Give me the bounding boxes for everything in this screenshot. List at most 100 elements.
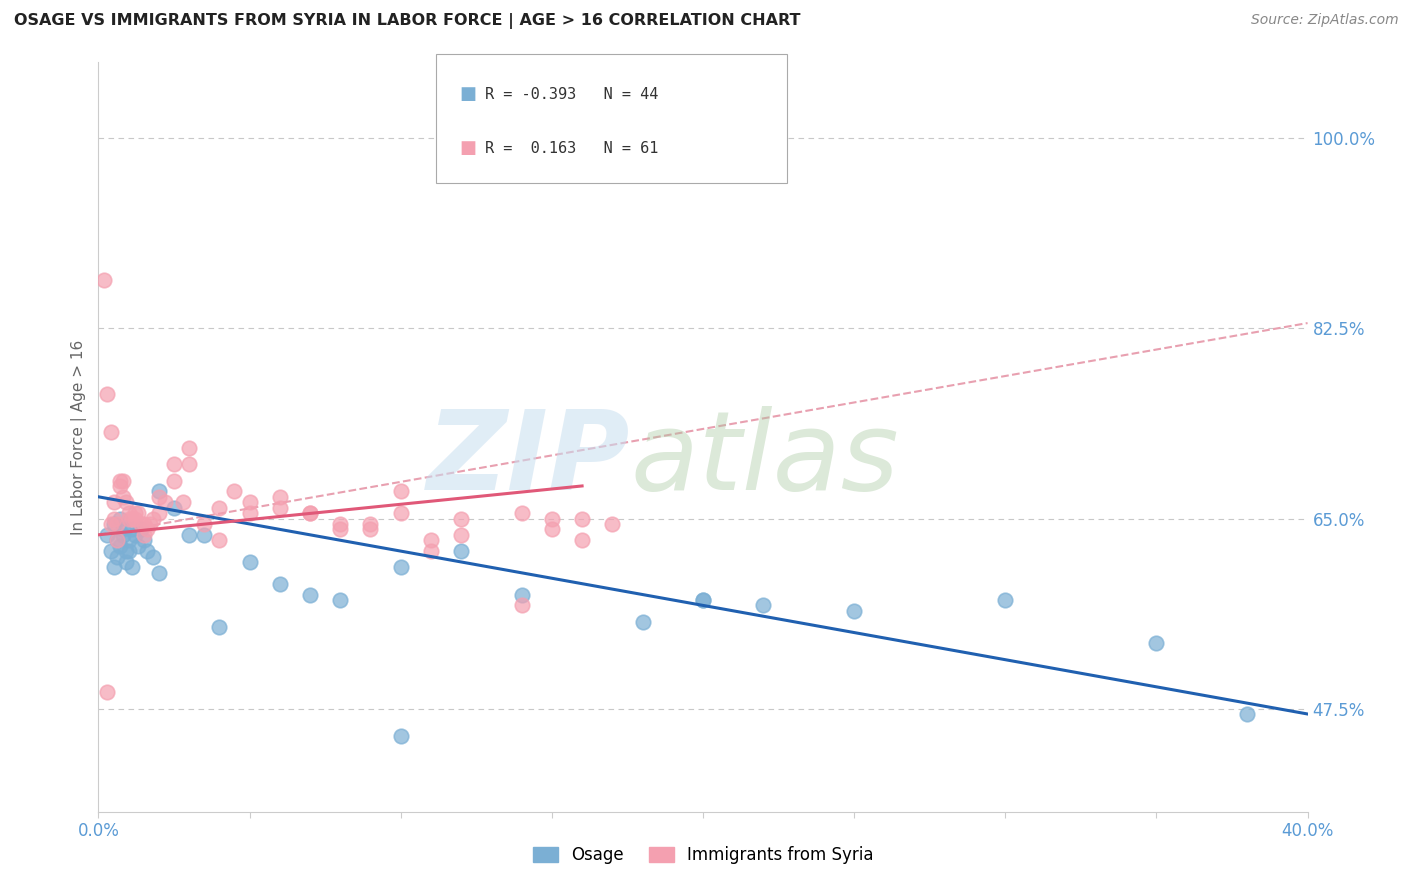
Point: [179, 441, 201, 455]
Point: [239, 506, 262, 520]
Point: [510, 599, 533, 613]
Point: [121, 560, 143, 574]
Point: [571, 533, 593, 548]
Point: [994, 593, 1017, 607]
Point: [631, 615, 654, 629]
Text: ■: ■: [460, 139, 477, 157]
Point: [360, 516, 382, 531]
Point: [111, 490, 134, 504]
Point: [163, 457, 186, 471]
Point: [269, 500, 291, 515]
Point: [208, 533, 231, 548]
Point: [103, 516, 125, 531]
Point: [420, 533, 443, 548]
Text: R = -0.393   N = 44: R = -0.393 N = 44: [485, 87, 658, 102]
Point: [114, 495, 136, 509]
Point: [96, 386, 118, 401]
Point: [510, 588, 533, 602]
Point: [129, 516, 152, 531]
Point: [96, 528, 118, 542]
Point: [93, 272, 115, 286]
Text: R =  0.163   N = 61: R = 0.163 N = 61: [485, 141, 658, 156]
Point: [389, 506, 412, 520]
Point: [148, 506, 170, 520]
Point: [692, 593, 714, 607]
Point: [153, 495, 176, 509]
Point: [1146, 636, 1168, 650]
Point: [139, 516, 162, 531]
Point: [100, 516, 122, 531]
Point: [239, 495, 262, 509]
Point: [129, 522, 152, 536]
Point: [111, 528, 134, 542]
Point: [329, 516, 352, 531]
Point: [208, 500, 231, 515]
Text: OSAGE VS IMMIGRANTS FROM SYRIA IN LABOR FORCE | AGE > 16 CORRELATION CHART: OSAGE VS IMMIGRANTS FROM SYRIA IN LABOR …: [14, 13, 800, 29]
Point: [118, 533, 141, 548]
Point: [127, 506, 149, 520]
Point: [193, 516, 215, 531]
Text: ■: ■: [460, 85, 477, 103]
Point: [103, 560, 125, 574]
Text: Source: ZipAtlas.com: Source: ZipAtlas.com: [1251, 13, 1399, 28]
Text: ZIP: ZIP: [427, 406, 630, 513]
Point: [96, 685, 118, 699]
Point: [114, 544, 136, 558]
Legend: Osage, Immigrants from Syria: Osage, Immigrants from Syria: [526, 839, 880, 871]
Point: [1236, 706, 1258, 721]
Point: [163, 500, 186, 515]
Point: [135, 522, 157, 536]
Point: [103, 495, 125, 509]
Point: [224, 484, 246, 499]
Point: [239, 555, 262, 569]
Point: [193, 528, 215, 542]
Point: [540, 522, 562, 536]
Point: [571, 511, 593, 525]
Point: [179, 457, 201, 471]
Point: [450, 528, 472, 542]
Point: [360, 522, 382, 536]
Point: [105, 533, 128, 548]
Point: [299, 506, 322, 520]
Point: [114, 555, 136, 569]
Point: [108, 511, 131, 525]
Point: [108, 474, 131, 488]
Point: [179, 528, 201, 542]
Point: [269, 576, 291, 591]
Point: [602, 516, 624, 531]
Point: [118, 544, 141, 558]
Point: [692, 593, 714, 607]
Point: [108, 539, 131, 553]
Point: [148, 484, 170, 499]
Point: [389, 484, 412, 499]
Point: [142, 549, 165, 564]
Point: [118, 506, 141, 520]
Y-axis label: In Labor Force | Age > 16: In Labor Force | Age > 16: [72, 340, 87, 534]
Point: [450, 511, 472, 525]
Point: [135, 544, 157, 558]
Point: [127, 539, 149, 553]
Point: [389, 729, 412, 743]
Point: [118, 511, 141, 525]
Point: [132, 516, 155, 531]
Point: [540, 511, 562, 525]
Point: [299, 506, 322, 520]
Point: [752, 599, 775, 613]
Point: [108, 479, 131, 493]
Point: [389, 560, 412, 574]
Point: [172, 495, 194, 509]
Point: [105, 516, 128, 531]
Text: atlas: atlas: [630, 406, 898, 513]
Point: [100, 425, 122, 439]
Point: [844, 604, 866, 618]
Point: [111, 522, 134, 536]
Point: [124, 506, 146, 520]
Point: [329, 522, 352, 536]
Point: [450, 544, 472, 558]
Point: [420, 544, 443, 558]
Point: [121, 522, 143, 536]
Point: [100, 544, 122, 558]
Point: [105, 533, 128, 548]
Point: [142, 511, 165, 525]
Point: [132, 528, 155, 542]
